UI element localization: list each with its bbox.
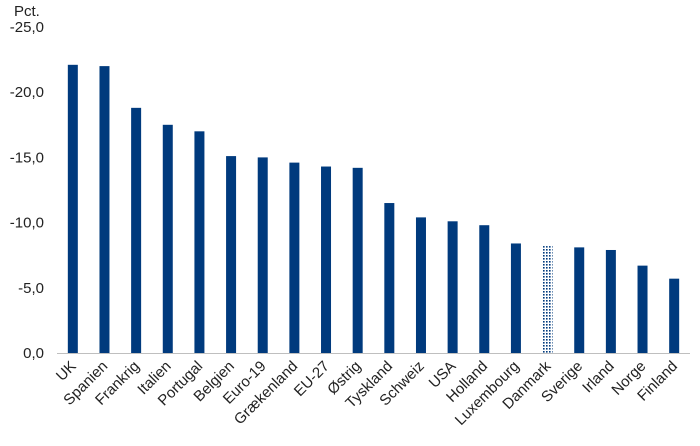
x-axis-labels: UKSpanienFrankrigItalienPortugalBelgienE… — [53, 357, 681, 428]
bar — [226, 156, 237, 353]
bar — [321, 166, 332, 353]
bars — [67, 64, 680, 354]
bar-highlighted — [542, 246, 553, 353]
bar — [574, 247, 585, 353]
y-axis-unit-label: Pct. — [14, 3, 40, 20]
bar — [67, 64, 78, 353]
bar — [257, 157, 268, 353]
bar — [605, 249, 616, 353]
bar — [99, 66, 110, 354]
y-tick-label: -5,0 — [18, 280, 44, 297]
y-tick-label: -20,0 — [10, 84, 44, 101]
bar — [162, 124, 173, 353]
bar — [352, 167, 363, 353]
y-tick-label: -10,0 — [10, 215, 44, 232]
bar — [415, 217, 426, 353]
y-axis-ticks: 0,0 -5,0 -10,0 -15,0 -20,0 -25,0 — [10, 19, 44, 362]
bar — [289, 162, 300, 353]
bar — [194, 131, 205, 353]
y-tick-label: -25,0 — [10, 19, 44, 36]
bar — [637, 265, 648, 353]
y-tick-label: -15,0 — [10, 149, 44, 166]
bar — [510, 243, 521, 353]
bar — [669, 278, 680, 353]
y-tick-label: 0,0 — [23, 345, 44, 362]
bar — [384, 203, 395, 353]
bar — [479, 225, 490, 353]
bar — [131, 107, 142, 354]
bar — [447, 221, 458, 353]
x-tick-label: EU-27 — [291, 358, 333, 400]
